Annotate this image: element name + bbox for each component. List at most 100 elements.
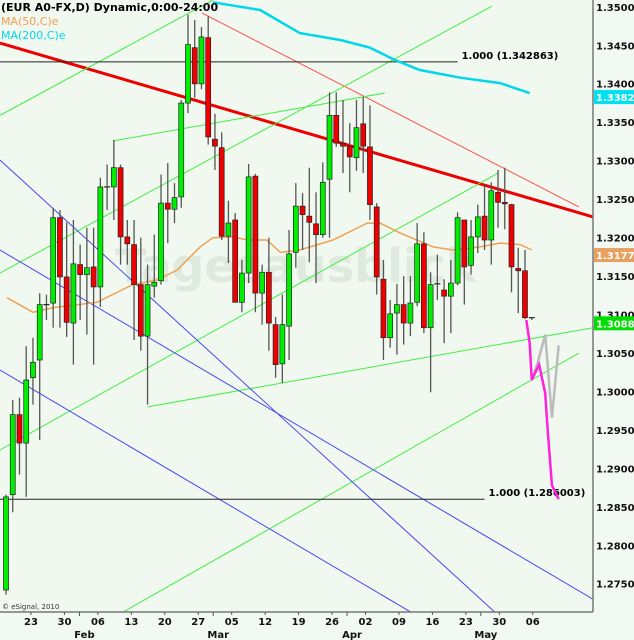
candle (239, 260, 245, 313)
y-tick-label: 1.335013 (596, 118, 634, 129)
candle (495, 170, 501, 228)
candle-body (279, 324, 286, 365)
candle-body (185, 44, 191, 104)
x-tick-label: 19 (292, 617, 306, 628)
candle (447, 260, 454, 334)
candle-body (171, 197, 178, 210)
candle (434, 254, 441, 300)
candle (353, 100, 360, 171)
candle-body (306, 215, 313, 223)
candle-body (427, 284, 434, 329)
candle (23, 346, 30, 497)
candle (158, 174, 164, 285)
candle (77, 244, 83, 320)
x-tick-label: 06 (91, 617, 105, 628)
candle-body (30, 361, 36, 379)
candle-body (131, 244, 137, 285)
candle-body (218, 147, 225, 237)
candle (508, 203, 515, 293)
x-month-label: May (474, 630, 497, 640)
candle (9, 400, 16, 513)
y-tick-label: 1.315013 (596, 272, 634, 283)
candle (3, 494, 9, 595)
candle-body (326, 115, 333, 180)
candle (266, 237, 272, 351)
candle-body (57, 217, 63, 278)
candle (225, 200, 232, 264)
candle (481, 184, 488, 250)
candle (104, 164, 111, 210)
candle (313, 192, 319, 284)
candle (124, 220, 131, 265)
candle (461, 219, 468, 305)
x-tick-label: 02 (359, 617, 373, 628)
candle (400, 276, 407, 345)
candle (50, 207, 57, 328)
price-label: 1.30887 (596, 319, 634, 330)
candle-body (360, 123, 367, 147)
candle-body (394, 304, 400, 314)
candle-body (367, 146, 373, 205)
legend-ma50[interactable]: MA(50,C)e (1, 15, 59, 28)
candle (205, 16, 212, 145)
y-tick-label: 1.285013 (596, 503, 634, 514)
y-tick-label: 1.305013 (596, 349, 634, 360)
candle (131, 220, 137, 340)
x-tick-label: 30 (492, 617, 506, 628)
candle-body (299, 205, 306, 215)
candle (245, 163, 252, 284)
candle-body (90, 266, 97, 288)
price-label: 1.317745 (596, 251, 634, 262)
x-month-label: Feb (74, 630, 94, 640)
candle (522, 250, 528, 320)
candle-body (77, 264, 83, 275)
candle (528, 317, 535, 320)
x-tick-label: 20 (158, 617, 172, 628)
candle-body (508, 204, 515, 268)
candle-body (400, 304, 407, 324)
candle-body (346, 145, 353, 158)
price-label-box (594, 90, 634, 105)
candle (407, 276, 414, 337)
candle (319, 162, 326, 238)
candle-body (421, 243, 427, 329)
y-tick-label: 1.280013 (596, 541, 634, 552)
candle-body (441, 289, 447, 297)
candle (414, 223, 420, 307)
candle (185, 14, 191, 114)
trendline (147, 327, 593, 408)
candle (70, 220, 77, 365)
x-tick-label: 23 (24, 617, 38, 628)
x-tick-label: 13 (124, 617, 138, 628)
candle-body (23, 379, 30, 444)
candle-body (252, 175, 259, 294)
candle-body (501, 201, 508, 205)
x-tick-label: 26 (325, 617, 339, 628)
candle-body (36, 304, 43, 361)
candle (164, 163, 171, 244)
x-tick-label: 27 (191, 617, 205, 628)
candle-body (225, 222, 232, 237)
candle (178, 100, 185, 208)
candle-body (144, 284, 151, 337)
y-tick-label: 1.330013 (596, 157, 634, 168)
candle-body (50, 217, 57, 304)
candle-body (319, 181, 326, 235)
trendline (0, 172, 499, 451)
chart-title: (EUR A0-FX,D) Dynamic,0:00-24:00 (1, 1, 219, 14)
projection-alternate (530, 334, 560, 418)
legend-ma200[interactable]: MA(200,C)e (1, 29, 66, 42)
candle-body (474, 216, 481, 238)
candle (43, 294, 50, 320)
candle-body (63, 276, 70, 323)
candle-body (178, 102, 185, 198)
candle-body (3, 496, 9, 591)
candle-body (286, 253, 292, 327)
trendline (0, 0, 214, 116)
candle-body (333, 115, 340, 144)
candle-body (387, 313, 394, 339)
candle-body (407, 302, 414, 324)
trendline (0, 41, 593, 219)
candle-body (272, 324, 279, 365)
